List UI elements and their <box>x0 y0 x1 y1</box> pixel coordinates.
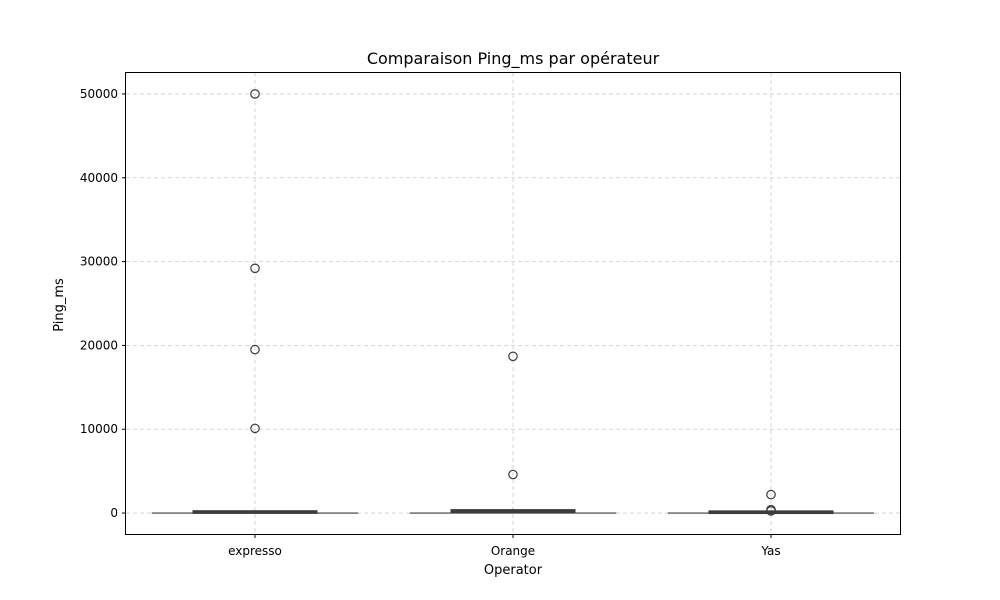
y-tick-label: 30000 <box>80 255 118 269</box>
y-tick-label: 40000 <box>80 171 118 185</box>
y-axis-label: Ping_ms <box>52 278 67 332</box>
ticks: 0 10000 20000 30000 40000 50000 expresso Orange… <box>80 87 781 558</box>
box-group-orange <box>409 351 617 514</box>
box-group-expresso <box>151 89 359 514</box>
y-tick-label: 0 <box>110 506 118 520</box>
y-tick-label: 20000 <box>80 338 118 352</box>
outlier-point <box>250 344 260 355</box>
y-tick-label: 50000 <box>80 87 118 101</box>
chart-title: Comparaison Ping_ms par opérateur <box>367 49 660 69</box>
outlier-point <box>250 89 260 99</box>
x-tick-label-yas: Yas <box>760 544 780 558</box>
outlier-point <box>766 506 776 516</box>
outlier-point <box>508 469 518 480</box>
outlier-point <box>250 423 260 434</box>
boxes <box>151 89 875 516</box>
box-group-yas <box>667 489 875 516</box>
y-tick-label: 10000 <box>80 422 118 436</box>
x-axis-label: Operator <box>484 563 543 578</box>
x-tick-label-expresso: expresso <box>228 544 282 558</box>
outlier-point <box>766 489 776 500</box>
outlier-point <box>508 351 518 362</box>
x-tick-label-orange: Orange <box>491 544 535 558</box>
outlier-point <box>250 263 260 274</box>
